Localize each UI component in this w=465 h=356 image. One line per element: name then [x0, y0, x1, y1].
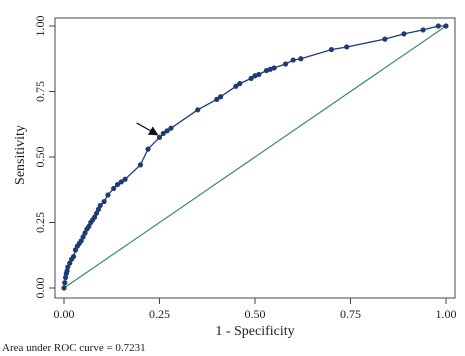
- roc-point: [137, 162, 143, 168]
- roc-point: [290, 57, 296, 63]
- x-tick-label: 0.00: [54, 307, 75, 321]
- roc-point: [65, 264, 71, 270]
- roc-point: [67, 260, 73, 266]
- roc-point: [282, 61, 289, 67]
- roc-point: [93, 210, 100, 216]
- roc-point: [145, 146, 151, 152]
- roc-point: [80, 234, 86, 240]
- roc-point: [401, 31, 407, 37]
- roc-point: [122, 176, 128, 182]
- y-axis-title: Sensitivity: [13, 125, 28, 185]
- roc-point: [420, 27, 426, 33]
- roc-point: [62, 274, 69, 281]
- y-tick-label: 1.00: [33, 16, 47, 37]
- x-tick-label: 0.75: [340, 307, 361, 321]
- roc-point: [195, 107, 201, 113]
- roc-point: [78, 238, 84, 244]
- y-tick-label: 0.75: [33, 81, 47, 102]
- roc-point: [248, 75, 254, 81]
- roc-point: [168, 125, 174, 131]
- auc-footnote: Area under ROC curve = 0.7231: [2, 342, 146, 354]
- roc-point: [344, 44, 350, 50]
- roc-point: [271, 65, 277, 71]
- roc-point: [97, 202, 103, 209]
- roc-point: [214, 96, 220, 102]
- annotation-arrow: [136, 122, 159, 136]
- roc-point: [443, 23, 449, 29]
- y-tick-label: 0.50: [33, 147, 47, 168]
- roc-point: [298, 56, 304, 62]
- roc-point: [156, 134, 163, 140]
- y-tick-label: 0.25: [33, 212, 47, 233]
- x-tick-label: 0.50: [245, 307, 266, 321]
- roc-point: [82, 230, 88, 236]
- roc-point: [237, 81, 243, 87]
- roc-point: [105, 192, 111, 198]
- roc-point: [91, 214, 98, 220]
- x-tick-label: 1.00: [436, 307, 457, 321]
- roc-point: [328, 46, 334, 53]
- x-tick-label: 0.25: [149, 307, 170, 321]
- roc-point: [218, 94, 224, 100]
- roc-point: [70, 253, 77, 260]
- roc-point: [160, 130, 166, 137]
- y-tick-label: 0.00: [33, 278, 47, 299]
- roc-point: [86, 223, 92, 230]
- roc-point: [72, 247, 79, 253]
- roc-point: [111, 185, 117, 192]
- roc-point: [95, 206, 101, 212]
- x-axis-title: 1 - Specificity: [215, 324, 294, 339]
- roc-point: [114, 181, 121, 188]
- roc-point: [256, 71, 262, 78]
- roc-point: [118, 179, 124, 185]
- roc-point: [62, 280, 68, 286]
- roc-point: [233, 83, 239, 89]
- roc-point: [164, 128, 170, 134]
- roc-point: [64, 268, 70, 274]
- roc-point: [101, 198, 107, 205]
- reference-line: [63, 25, 447, 289]
- roc-point: [382, 36, 388, 42]
- roc-point: [61, 285, 67, 291]
- roc-point: [435, 23, 441, 29]
